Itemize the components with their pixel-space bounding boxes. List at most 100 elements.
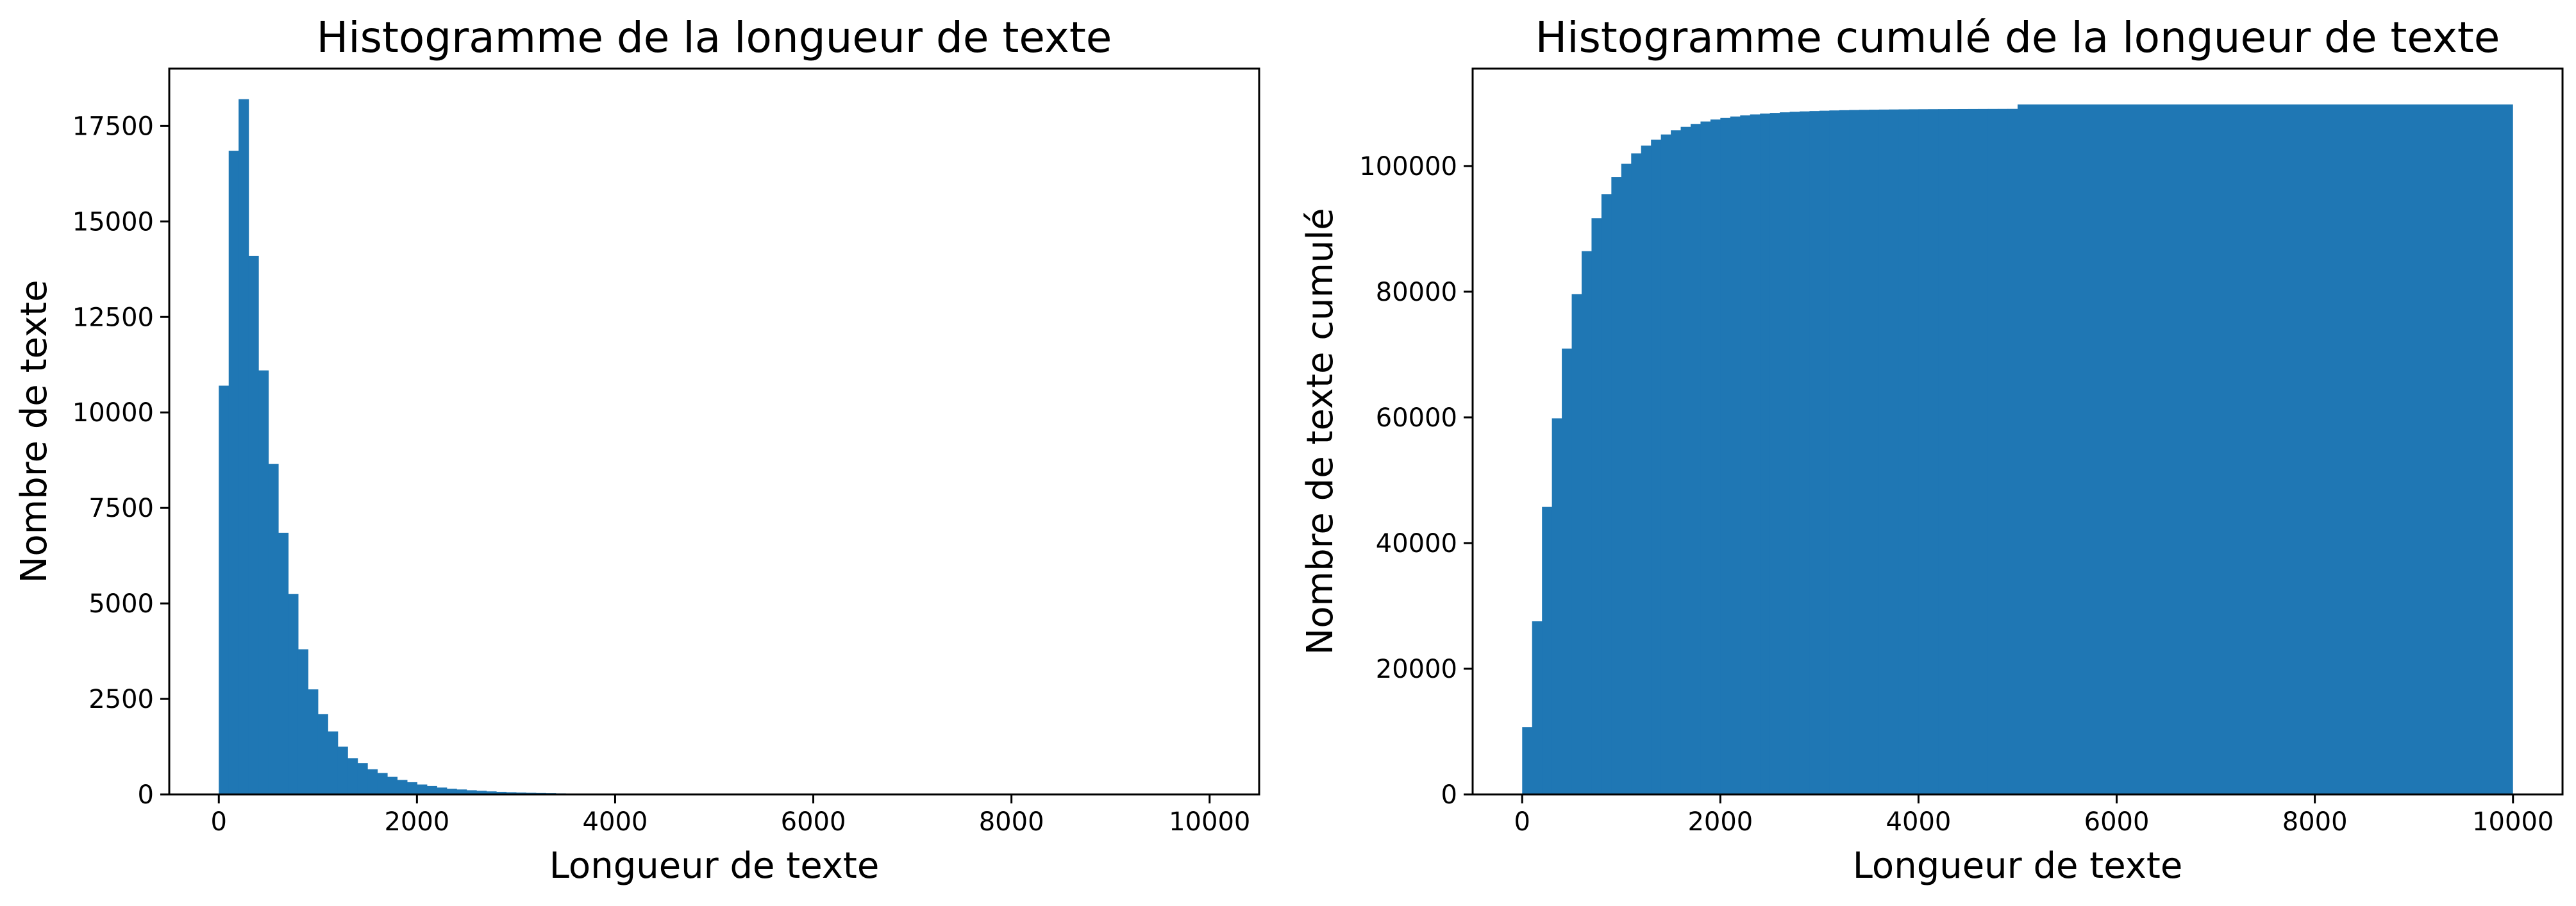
x-tick-label: 6000 (2084, 807, 2150, 837)
chart-title: Histogramme de la longueur de texte (317, 13, 1112, 62)
histogram-bar (1859, 110, 1869, 794)
histogram-bar (1562, 348, 1573, 794)
histogram-bar-plateau (2018, 104, 2513, 795)
histogram-bar (1641, 146, 1652, 794)
histogram-bar (456, 789, 467, 794)
y-tick-label: 7500 (88, 494, 154, 523)
x-tick-label: 2000 (1687, 807, 1753, 837)
y-tick-label: 100000 (1359, 152, 1457, 181)
histogram-bar (397, 780, 408, 794)
histogram-bar (446, 789, 457, 794)
histogram-bar (1809, 111, 1820, 794)
histogram-bar (417, 784, 428, 794)
y-tick-label: 20000 (1376, 655, 1457, 684)
y-tick-label: 12500 (72, 303, 154, 332)
y-axis-label: Nombre de texte cumulé (1300, 208, 1341, 655)
histogram-bar (1522, 727, 1533, 794)
histogram-bar (1869, 110, 1880, 794)
y-tick-label: 15000 (72, 207, 154, 237)
histogram-bar (1700, 121, 1711, 794)
histogram-bar (1968, 108, 1978, 795)
y-tick-label: 80000 (1376, 278, 1457, 307)
x-tick-label: 4000 (1886, 807, 1952, 837)
histogram-bar (1740, 115, 1751, 794)
x-tick-label: 6000 (781, 807, 846, 837)
y-tick-label: 40000 (1376, 529, 1457, 558)
histogram-bar (1948, 109, 1959, 794)
plot-frame (168, 67, 1260, 796)
histogram-bar (238, 99, 249, 794)
histogram-bar (317, 714, 328, 794)
histogram-bar (1631, 153, 1642, 794)
histogram-bar (1780, 112, 1791, 794)
histogram-bar (347, 758, 358, 794)
histogram-bar (1978, 108, 1989, 794)
histogram-bar (1987, 108, 1998, 795)
histogram-bar (2007, 108, 2018, 794)
histogram-bar (1958, 108, 1969, 795)
bars-group (219, 99, 715, 795)
histogram-bar (1789, 112, 1800, 794)
x-tick-label: 8000 (979, 807, 1044, 837)
x-tick-label: 8000 (2282, 807, 2348, 837)
x-axis-label: Longueur de texte (549, 845, 880, 887)
histogram-bar (1928, 109, 1939, 795)
histogram-bar (1849, 110, 1860, 794)
histogram-bar (1601, 194, 1612, 794)
plot-frame (1471, 67, 2564, 796)
histogram-chart: Histogramme de la longueur de texte 0 200… (13, 13, 1260, 887)
histogram-bar (466, 790, 477, 794)
histogram-bar (437, 787, 447, 794)
x-tick-label: 10000 (1169, 807, 1250, 837)
histogram-bar (1621, 164, 1632, 795)
histogram-bar (278, 532, 289, 794)
histogram-bar (248, 255, 259, 794)
histogram-bar (1582, 251, 1593, 795)
x-axis-ticks: 0 2000 4000 6000 8000 10000 (1514, 794, 2554, 837)
histogram-bar (1878, 109, 1889, 794)
histogram-bar (228, 151, 239, 795)
y-tick-label: 17500 (72, 112, 154, 141)
x-tick-label: 0 (211, 807, 227, 837)
histogram-bar (1710, 119, 1721, 794)
y-tick-label: 60000 (1376, 403, 1457, 433)
histogram-bar (219, 385, 230, 794)
histogram-bar (1750, 114, 1761, 795)
histogram-bar (476, 791, 487, 794)
histogram-bar (1769, 113, 1780, 795)
histogram-bar (1571, 294, 1582, 795)
histogram-bar (1819, 110, 1830, 794)
histogram-bar (1760, 113, 1771, 794)
histogram-bar (1651, 139, 1662, 794)
histogram-bar (1829, 110, 1840, 795)
histogram-bar (1680, 126, 1691, 794)
y-tick-label: 0 (138, 780, 154, 810)
histogram-bar (1889, 109, 1900, 795)
x-axis-label: Longueur de texte (1853, 845, 2183, 887)
histogram-bar (1898, 109, 1909, 794)
histogram-bar (337, 746, 348, 794)
histogram-bar (377, 773, 388, 794)
histogram-bar (268, 464, 279, 794)
histogram-bar (1532, 621, 1543, 794)
histogram-bar (1660, 134, 1671, 795)
y-tick-label: 10000 (72, 398, 154, 428)
histogram-bar (1611, 177, 1622, 794)
histogram-bar (1671, 130, 1682, 795)
histogram-bar (426, 785, 437, 794)
histogram-bar (486, 791, 497, 794)
histogram-bar (1591, 218, 1602, 794)
histogram-bar (496, 791, 507, 794)
histogram-bar (308, 689, 319, 794)
y-tick-label: 2500 (88, 685, 154, 714)
histogram-bar (506, 792, 517, 794)
histogram-bar (297, 649, 308, 794)
y-axis-label: Nombre de texte (13, 280, 55, 583)
y-tick-label: 5000 (88, 589, 154, 619)
x-tick-label: 10000 (2472, 807, 2554, 837)
histogram-bar (1909, 109, 1919, 795)
histogram-bar (1691, 124, 1702, 794)
cumulative-histogram-chart: Histogramme cumulé de la longueur de tex… (1300, 13, 2564, 887)
histogram-bar (288, 594, 299, 794)
histogram-bar (1918, 109, 1929, 794)
